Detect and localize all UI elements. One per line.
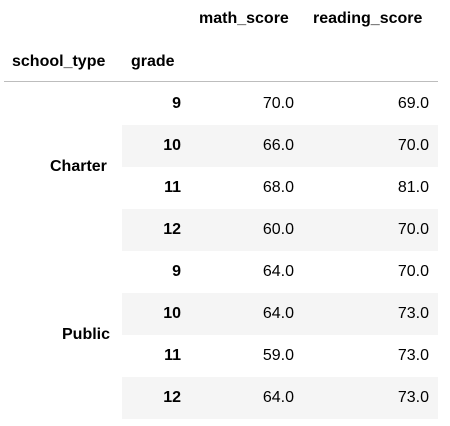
table-row: 12 60.0 70.0 — [0, 209, 450, 251]
header-separator — [4, 81, 438, 82]
math-score-cell: 60.0 — [262, 221, 294, 238]
index-name-grade: grade — [131, 53, 175, 70]
reading-score-cell: 73.0 — [397, 389, 429, 406]
table-row: 11 59.0 73.0 — [0, 335, 450, 377]
reading-score-cell: 81.0 — [397, 179, 429, 196]
grade-cell: 12 — [163, 389, 181, 406]
math-score-cell: 59.0 — [262, 347, 294, 364]
row-stripe — [122, 293, 438, 335]
reading-score-cell: 73.0 — [397, 347, 429, 364]
math-score-cell: 64.0 — [262, 305, 294, 322]
column-header-reading-score: reading_score — [313, 10, 423, 27]
row-stripe — [122, 377, 438, 419]
reading-score-cell: 70.0 — [397, 137, 429, 154]
grade-cell: 10 — [163, 305, 181, 322]
table-row: 10 66.0 70.0 — [0, 125, 450, 167]
table-row: 9 64.0 70.0 — [0, 251, 450, 293]
math-score-cell: 68.0 — [262, 179, 294, 196]
grade-cell: 9 — [172, 263, 181, 280]
group-label-charter: Charter — [50, 158, 107, 175]
row-stripe — [122, 209, 438, 251]
reading-score-cell: 73.0 — [397, 305, 429, 322]
grade-cell: 11 — [164, 179, 181, 196]
table-row: 10 64.0 73.0 — [0, 293, 450, 335]
math-score-cell: 64.0 — [262, 389, 294, 406]
table-row: 12 64.0 73.0 — [0, 377, 450, 419]
column-header-math-score: math_score — [199, 10, 289, 27]
math-score-cell: 66.0 — [262, 137, 294, 154]
reading-score-cell: 69.0 — [397, 95, 429, 112]
reading-score-cell: 70.0 — [397, 263, 429, 280]
index-name-school-type: school_type — [12, 53, 106, 70]
reading-score-cell: 70.0 — [397, 221, 429, 238]
grade-cell: 12 — [163, 221, 181, 238]
math-score-cell: 70.0 — [262, 95, 294, 112]
grade-cell: 10 — [163, 137, 181, 154]
group-label-public: Public — [62, 326, 111, 343]
grade-cell: 11 — [164, 347, 181, 364]
row-stripe — [122, 125, 438, 167]
math-score-cell: 64.0 — [262, 263, 294, 280]
grade-cell: 9 — [172, 95, 181, 112]
table-row: 9 70.0 69.0 — [0, 83, 450, 125]
table-row: 11 68.0 81.0 — [0, 167, 450, 209]
